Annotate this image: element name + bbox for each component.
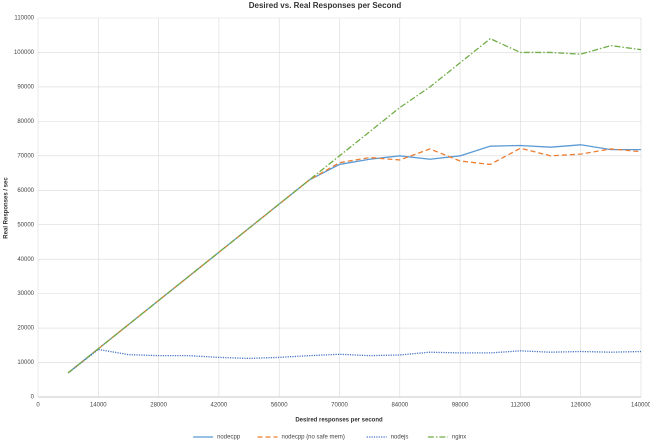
y-tick-label: 100000 [14,50,35,56]
y-tick-label: 10000 [17,360,34,366]
y-tick-label: 50000 [17,222,34,228]
chart-title: Desired vs. Real Responses per Second [249,1,402,10]
x-tick-label: 84000 [391,403,408,409]
legend-label: nodejs [391,435,409,441]
y-tick-label: 80000 [17,119,34,125]
y-tick-label: 70000 [17,153,34,159]
x-tick-label: 0 [36,403,40,409]
series-line [67,144,641,374]
x-tick-label: 70000 [331,403,348,409]
y-tick-label: 20000 [17,326,34,332]
y-tick-label: 40000 [17,257,34,263]
series-line [67,348,642,374]
y-tick-label: 30000 [17,291,34,297]
x-tick-label: 98000 [452,403,469,409]
x-tick-label: 140000 [631,403,650,409]
y-axis-title: Real Responses / sec [4,177,10,239]
y-tick-label: 60000 [17,188,34,194]
y-tick-label: 110000 [14,16,34,22]
x-tick-label: 56000 [271,403,288,409]
legend-label: nginx [452,435,466,441]
x-tick-label: 28000 [150,403,167,409]
x-axis-title: Desired responses per second [295,418,383,424]
legend-label: nodecpp [217,435,241,441]
y-tick-label: 0 [31,395,35,401]
series-line [67,37,642,374]
x-tick-label: 14000 [90,403,107,409]
y-tick-label: 90000 [17,84,34,90]
legend-label: nodecpp (no safe mem) [282,435,345,441]
series-line [67,147,642,374]
x-tick-label: 112000 [511,403,531,409]
x-tick-label: 42000 [211,403,228,409]
x-tick-label: 126000 [571,403,592,409]
